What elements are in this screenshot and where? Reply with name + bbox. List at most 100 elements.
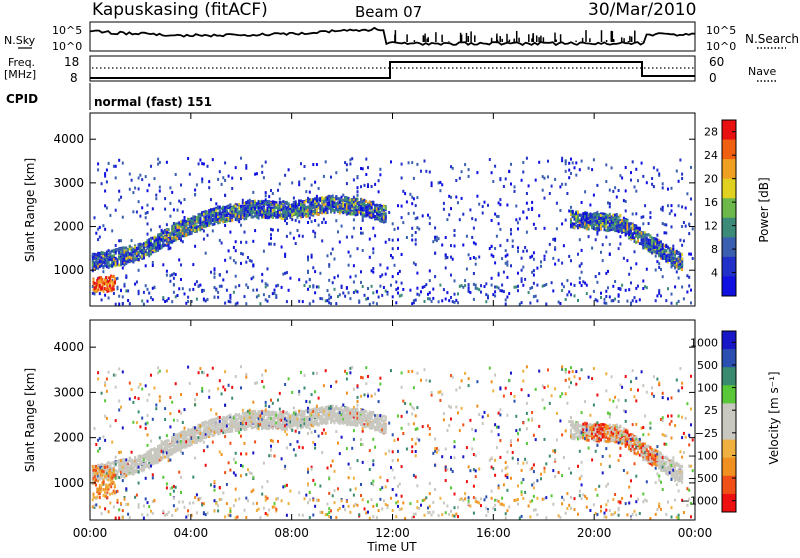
scatter-cell: [219, 273, 221, 276]
scatter-cell: [355, 202, 357, 205]
scatter-cell: [355, 289, 357, 292]
scatter-cell: [468, 283, 470, 286]
scatter-cell: [215, 202, 217, 205]
scatter-cell: [217, 178, 219, 181]
scatter-cell: [122, 295, 124, 298]
scatter-cell: [374, 234, 376, 237]
scatter-cell: [249, 206, 251, 209]
scatter-cell: [353, 218, 355, 221]
scatter-cell: [658, 289, 660, 292]
scatter-cell: [97, 262, 99, 265]
scatter-cell: [122, 267, 124, 270]
scatter-cell: [270, 228, 272, 231]
scatter-cell: [625, 209, 627, 212]
scatter-cell: [528, 184, 530, 187]
scatter-cell: [618, 300, 620, 303]
scatter-cell: [284, 214, 286, 217]
scatter-cell: [378, 208, 380, 211]
scatter-cell: [97, 252, 99, 255]
scatter-cell: [662, 254, 664, 257]
scatter-cell: [379, 275, 381, 278]
scatter-cell: [616, 213, 618, 216]
scatter-cell: [577, 299, 579, 302]
scatter-cell: [491, 245, 493, 248]
scatter-cell: [498, 201, 500, 204]
scatter-cell: [274, 205, 276, 208]
scatter-cell: [667, 204, 669, 207]
scatter-cell: [288, 202, 290, 205]
scatter-cell: [328, 301, 330, 304]
scatter-cell: [117, 277, 119, 280]
scatter-cell: [97, 450, 99, 453]
scatter-cell: [665, 249, 667, 252]
scatter-cell: [536, 284, 538, 287]
scatter-cell: [626, 300, 628, 303]
scatter-cell: [429, 297, 431, 300]
scatter-cell: [404, 192, 406, 195]
scatter-cell: [385, 206, 387, 209]
scatter-cell: [522, 161, 524, 164]
scatter-cell: [676, 265, 678, 268]
scatter-cell: [244, 207, 246, 210]
colorbar-swatch: [722, 257, 736, 277]
scatter-cell: [124, 263, 126, 266]
scatter-cell: [298, 300, 300, 303]
scatter-cell: [335, 219, 337, 222]
scatter-cell: [139, 243, 141, 246]
scatter-cell: [506, 296, 508, 299]
scatter-cell: [505, 177, 507, 180]
scatter-cell: [415, 299, 417, 302]
scatter-cell: [244, 231, 246, 234]
scatter-cell: [288, 168, 290, 171]
scatter-cell: [199, 228, 201, 231]
scatter-cell: [565, 162, 567, 165]
scatter-cell: [316, 163, 318, 166]
scatter-cell: [524, 278, 526, 281]
scatter-cell: [681, 253, 683, 256]
scatter-cell: [173, 272, 175, 275]
scatter-cell: [166, 240, 168, 243]
scatter-cell: [139, 248, 141, 251]
scatter-cell: [258, 210, 260, 213]
scatter-cell: [494, 286, 496, 289]
scatter-cell: [565, 159, 567, 162]
scatter-cell: [588, 217, 590, 220]
scatter-cell: [212, 158, 214, 161]
scatter-cell: [648, 233, 650, 236]
scatter-cell: [125, 262, 127, 265]
scatter-cell: [475, 243, 477, 246]
scatter-cell: [164, 197, 166, 200]
scatter-cell: [665, 223, 667, 226]
scatter-cell: [688, 284, 690, 287]
scatter-cell: [596, 227, 598, 230]
scatter-cell: [309, 278, 311, 281]
scatter-cell: [681, 225, 683, 228]
scatter-cell: [351, 235, 353, 238]
scatter-cell: [591, 168, 593, 171]
scatter-cell: [367, 185, 369, 188]
scatter-cell: [95, 253, 97, 256]
scatter-cell: [392, 275, 394, 278]
scatter-cell: [517, 285, 519, 288]
scatter-cell: [337, 205, 339, 208]
scatter-cell: [304, 212, 306, 215]
scatter-cell: [635, 300, 637, 303]
scatter-cell: [554, 238, 556, 241]
scatter-cell: [95, 266, 97, 269]
noise-tick-low-left: 10^0: [52, 40, 82, 53]
scatter-cell: [639, 235, 641, 238]
scatter-cell: [568, 169, 570, 172]
scatter-cell: [238, 206, 240, 209]
scatter-cell: [275, 294, 277, 297]
scatter-cell: [208, 210, 210, 213]
scatter-cell: [178, 287, 180, 290]
scatter-cell: [330, 302, 332, 305]
scatter-cell: [104, 384, 106, 387]
nave-tick-low: 0: [709, 71, 717, 85]
scatter-cell: [314, 205, 316, 208]
scatter-cell: [672, 256, 674, 259]
scatter-cell: [325, 160, 327, 163]
scatter-cell: [104, 254, 106, 257]
scatter-cell: [166, 223, 168, 226]
